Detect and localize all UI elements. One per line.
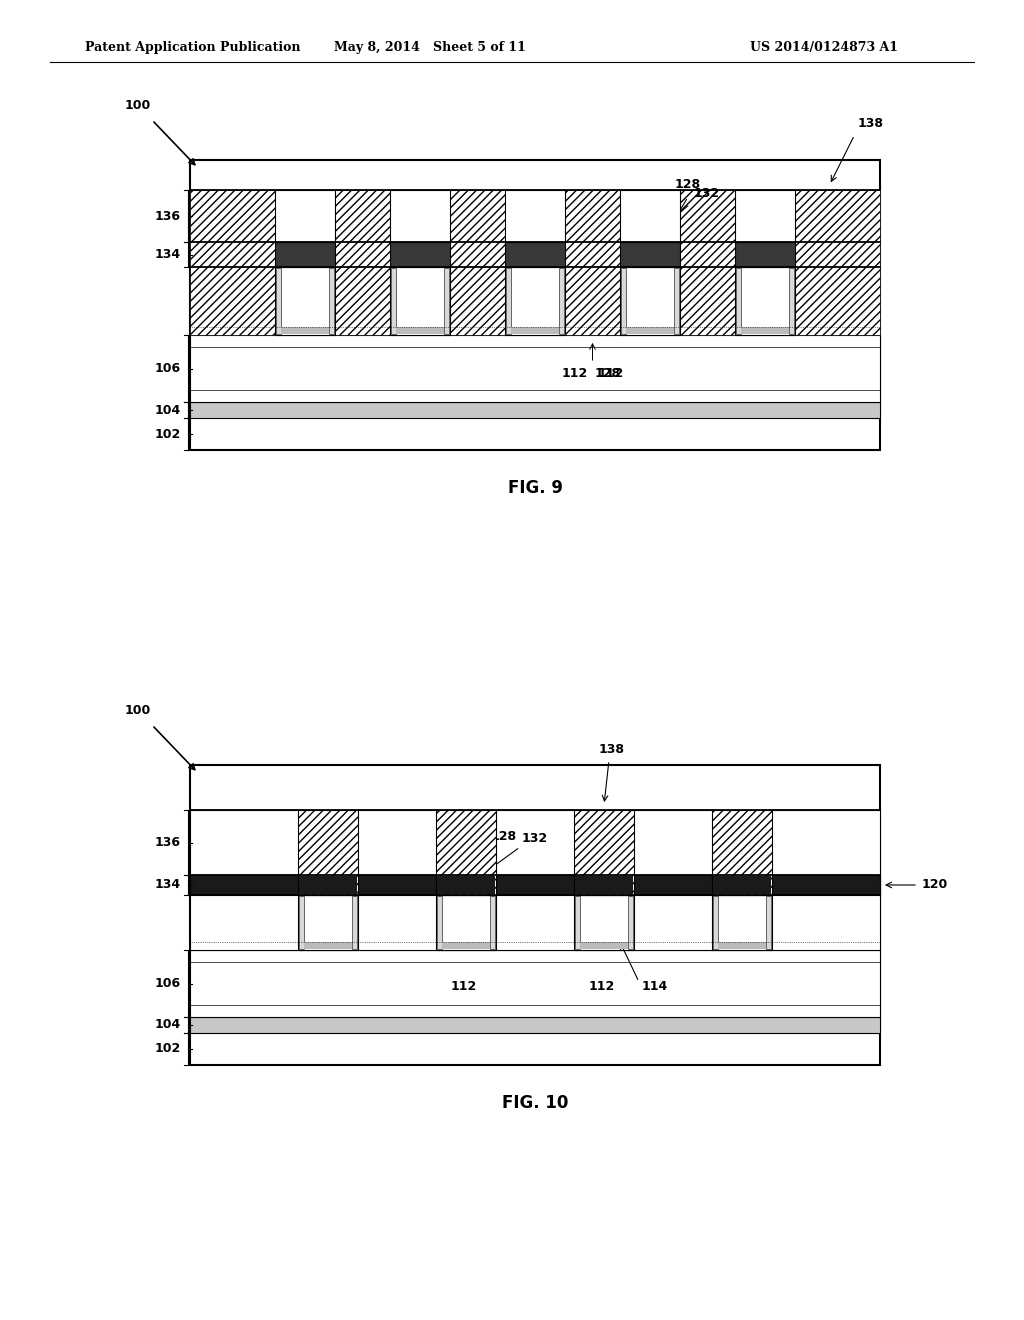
Text: FIG. 10: FIG. 10 xyxy=(502,1094,568,1111)
Bar xyxy=(298,895,358,950)
Text: 104: 104 xyxy=(155,1019,181,1031)
Text: 128: 128 xyxy=(595,367,621,380)
Bar xyxy=(620,242,680,267)
Text: 112: 112 xyxy=(597,367,624,380)
Bar xyxy=(505,242,565,267)
Text: 114: 114 xyxy=(642,979,669,993)
Bar xyxy=(437,896,442,949)
Text: 106: 106 xyxy=(155,977,181,990)
Bar xyxy=(574,810,634,895)
Bar xyxy=(390,267,450,335)
Text: 100: 100 xyxy=(125,704,152,717)
Bar xyxy=(506,268,511,334)
Bar xyxy=(790,268,794,334)
Bar xyxy=(275,242,335,267)
Text: 112: 112 xyxy=(561,367,588,380)
Text: Patent Application Publication: Patent Application Publication xyxy=(85,41,300,54)
Bar xyxy=(621,268,626,334)
Bar xyxy=(281,327,329,334)
Bar xyxy=(391,268,396,334)
Bar xyxy=(620,267,680,335)
Bar xyxy=(674,268,679,334)
Bar xyxy=(735,242,795,267)
Text: May 8, 2014   Sheet 5 of 11: May 8, 2014 Sheet 5 of 11 xyxy=(334,41,526,54)
Bar xyxy=(766,896,771,949)
Bar xyxy=(190,950,880,1016)
Bar xyxy=(437,876,495,894)
Text: FIG. 9: FIG. 9 xyxy=(508,479,562,498)
Text: 132: 132 xyxy=(694,187,720,201)
Text: 128: 128 xyxy=(490,830,517,843)
Text: 102: 102 xyxy=(155,1043,181,1056)
Text: 136: 136 xyxy=(155,836,181,849)
Bar xyxy=(390,242,450,267)
Bar xyxy=(575,896,580,949)
Bar xyxy=(735,190,795,242)
Text: 138: 138 xyxy=(857,117,884,129)
Bar xyxy=(396,327,444,334)
Bar xyxy=(505,190,565,242)
Text: 132: 132 xyxy=(522,832,548,845)
Bar xyxy=(442,942,490,949)
Bar xyxy=(620,190,680,242)
Bar xyxy=(190,810,880,950)
Bar xyxy=(713,876,771,894)
Bar xyxy=(352,896,357,949)
Text: 120: 120 xyxy=(922,879,948,891)
Bar xyxy=(436,810,496,895)
Bar xyxy=(275,267,335,335)
Bar xyxy=(490,896,495,949)
Bar xyxy=(626,327,674,334)
Bar xyxy=(444,268,449,334)
Text: US 2014/0124873 A1: US 2014/0124873 A1 xyxy=(750,41,898,54)
Text: 136: 136 xyxy=(155,210,181,223)
Text: 134: 134 xyxy=(155,879,181,891)
Text: 112: 112 xyxy=(589,979,615,993)
Bar xyxy=(736,268,741,334)
Bar xyxy=(575,876,633,894)
Bar xyxy=(190,766,880,1065)
Text: 134: 134 xyxy=(155,248,181,261)
Bar xyxy=(390,190,450,242)
Bar xyxy=(628,896,633,949)
Bar xyxy=(190,1016,880,1034)
Bar xyxy=(712,810,772,895)
Text: 128: 128 xyxy=(675,178,701,191)
Bar xyxy=(190,403,880,418)
Text: 138: 138 xyxy=(599,743,625,756)
Bar xyxy=(299,876,357,894)
Text: 102: 102 xyxy=(155,428,181,441)
Bar xyxy=(718,942,766,949)
Bar xyxy=(741,327,790,334)
Text: 112: 112 xyxy=(451,979,477,993)
Bar xyxy=(713,896,718,949)
Bar xyxy=(299,896,304,949)
Bar xyxy=(511,327,559,334)
Bar xyxy=(190,875,880,895)
Bar xyxy=(190,190,880,335)
Bar xyxy=(275,190,335,242)
Bar xyxy=(190,335,880,403)
Bar xyxy=(735,267,795,335)
Bar xyxy=(298,810,358,895)
Bar xyxy=(304,942,352,949)
Bar xyxy=(190,160,880,450)
Bar xyxy=(436,895,496,950)
Bar xyxy=(580,942,628,949)
Text: 100: 100 xyxy=(125,99,152,112)
Bar xyxy=(559,268,564,334)
Text: 106: 106 xyxy=(155,362,181,375)
Bar xyxy=(329,268,334,334)
Bar xyxy=(712,895,772,950)
Bar xyxy=(505,267,565,335)
Text: 104: 104 xyxy=(155,404,181,417)
Bar xyxy=(276,268,281,334)
Bar xyxy=(574,895,634,950)
